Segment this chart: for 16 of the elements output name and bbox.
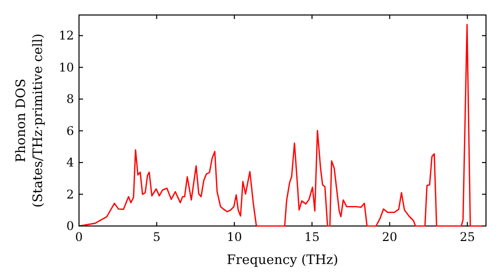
x-tick-label: 25 [460, 230, 475, 244]
y-tick-label: 0 [66, 219, 74, 233]
x-axis-title: Frequency (THz) [226, 253, 338, 268]
x-tick-label: 0 [75, 230, 83, 244]
y-tick-label: 10 [58, 60, 74, 74]
line-series [79, 24, 484, 227]
y-tick-label: 4 [66, 156, 74, 170]
y-tick-label: 6 [66, 124, 74, 138]
x-tick-label: 20 [382, 230, 398, 244]
y-tick-label: 8 [66, 92, 74, 106]
y-tick-label: 12 [58, 28, 74, 43]
x-tick-label: 15 [304, 230, 320, 244]
x-tick-label: 5 [152, 230, 160, 244]
y-axis-title: Phonon DOS (States/THz·primitive cell) [14, 33, 46, 208]
x-tick-label: 10 [226, 230, 242, 244]
y-tick-label: 2 [66, 187, 74, 202]
